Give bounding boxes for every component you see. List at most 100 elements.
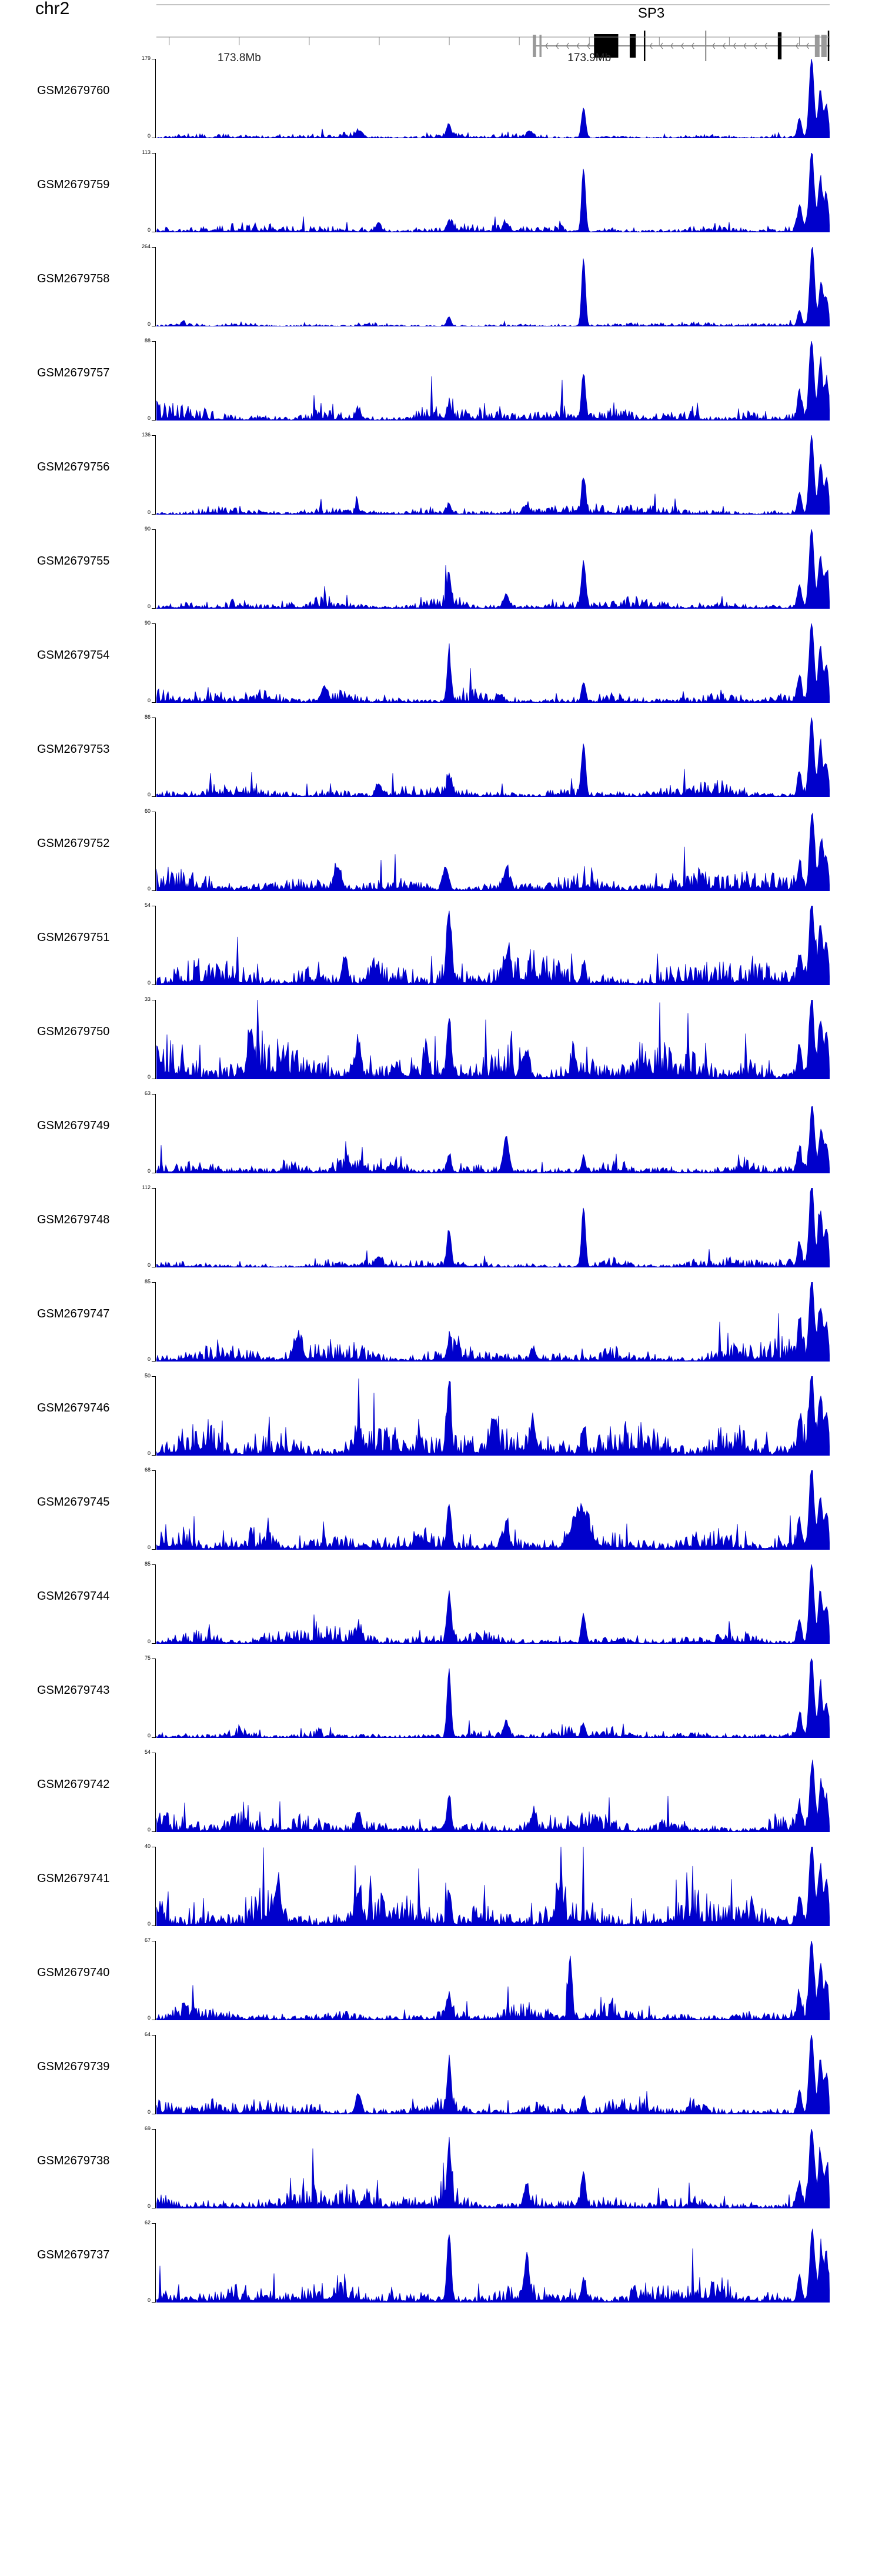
- coverage-plot: [156, 906, 830, 985]
- yaxis-max-label: 264: [141, 243, 151, 249]
- signal-track-row: GSM2679743 75 0: [0, 1655, 882, 1753]
- gene-feature: [814, 35, 820, 57]
- coverage-plot: [156, 341, 830, 421]
- coverage-signal: [156, 2035, 830, 2114]
- gene-exon: [629, 34, 636, 58]
- yaxis-line: [152, 812, 156, 891]
- yaxis-max-label: 60: [144, 808, 151, 814]
- yaxis-zero-label: 0: [147, 509, 151, 515]
- sample-label: GSM2679760: [37, 84, 110, 97]
- gene-feature: [539, 35, 542, 57]
- signal-track-row: GSM2679750 33 0: [0, 996, 882, 1094]
- coverage-signal: [156, 2129, 830, 2208]
- coverage-signal: [156, 1470, 830, 1550]
- yaxis-max-label: 62: [144, 2220, 151, 2225]
- yaxis-line: [152, 1847, 156, 1926]
- yaxis-line: [152, 906, 156, 985]
- signal-track-row: GSM2679752 60 0: [0, 808, 882, 906]
- coverage-signal: [156, 435, 830, 515]
- yaxis-max-label: 85: [144, 1279, 151, 1284]
- coverage-plot: [156, 1847, 830, 1926]
- sample-label: GSM2679745: [37, 1496, 110, 1509]
- yaxis-zero-label: 0: [147, 1733, 151, 1739]
- yaxis-zero-label: 0: [147, 2297, 151, 2303]
- signal-track-row: GSM2679739 64 0: [0, 2031, 882, 2129]
- yaxis-line: [152, 2035, 156, 2114]
- coverage-signal: [156, 1941, 830, 2020]
- signal-track-row: GSM2679751 54 0: [0, 902, 882, 1000]
- yaxis-line: [152, 1564, 156, 1644]
- signal-track-row: GSM2679737 62 0: [0, 2220, 882, 2317]
- signal-track-row: GSM2679753 86 0: [0, 714, 882, 812]
- yaxis-max-label: 86: [144, 714, 151, 720]
- signal-track-row: GSM2679747 85 0: [0, 1279, 882, 1376]
- signal-track-row: GSM2679744 85 0: [0, 1561, 882, 1659]
- yaxis-max-label: 50: [144, 1373, 151, 1379]
- yaxis-zero-label: 0: [147, 2015, 151, 2021]
- yaxis-zero-label: 0: [147, 1074, 151, 1080]
- sample-label: GSM2679737: [37, 2248, 110, 2261]
- coverage-plot: [156, 59, 830, 138]
- yaxis-line: [152, 718, 156, 797]
- signal-track-row: GSM2679746 50 0: [0, 1373, 882, 1470]
- yaxis-max-label: 88: [144, 338, 151, 343]
- yaxis-zero-label: 0: [147, 1639, 151, 1644]
- yaxis-max-label: 90: [144, 526, 151, 532]
- yaxis-zero-label: 0: [147, 1921, 151, 1927]
- sample-label: GSM2679752: [37, 837, 110, 850]
- coverage-signal: [156, 1188, 830, 1267]
- yaxis-line: [152, 1282, 156, 1362]
- ruler-tick-label: 173.9Mb: [567, 52, 611, 64]
- yaxis-line: [152, 1188, 156, 1267]
- sample-label: GSM2679753: [37, 743, 110, 756]
- yaxis-line: [152, 59, 156, 138]
- yaxis-line: [152, 1376, 156, 1456]
- coverage-plot: [156, 1759, 830, 1832]
- coverage-plot: [156, 623, 830, 703]
- yaxis-zero-label: 0: [147, 792, 151, 798]
- yaxis-zero-label: 0: [147, 886, 151, 892]
- coverage-signal: [156, 247, 830, 326]
- signal-track-row: GSM2679748 112 0: [0, 1184, 882, 1282]
- sample-label: GSM2679758: [37, 272, 110, 285]
- signal-track-row: GSM2679760 179 0: [0, 55, 882, 153]
- sample-label: GSM2679748: [37, 1213, 110, 1226]
- coverage-signal: [156, 1759, 830, 1832]
- coverage-plot: [156, 718, 830, 797]
- yaxis-zero-label: 0: [147, 698, 151, 703]
- yaxis-line: [152, 1470, 156, 1550]
- coverage-plot: [156, 153, 830, 232]
- coverage-plot: [156, 2129, 830, 2208]
- gene-label: SP3: [638, 5, 664, 21]
- gene-feature: [827, 31, 830, 61]
- yaxis-max-label: 90: [144, 620, 151, 626]
- sample-label: GSM2679741: [37, 1872, 110, 1885]
- coverage-plot: [156, 812, 830, 891]
- yaxis-line: [152, 435, 156, 515]
- sample-label: GSM2679739: [37, 2060, 110, 2073]
- yaxis-max-label: 113: [142, 149, 151, 155]
- sample-label: GSM2679744: [37, 1590, 110, 1603]
- coverage-signal: [156, 153, 830, 232]
- yaxis-line: [152, 1941, 156, 2020]
- strand-direction-arrows: [545, 42, 809, 49]
- sample-label: GSM2679743: [37, 1684, 110, 1697]
- signal-track-row: GSM2679742 54 0: [0, 1749, 882, 1847]
- yaxis-max-label: 54: [144, 1749, 151, 1755]
- signal-track-row: GSM2679758 264 0: [0, 243, 882, 341]
- coverage-signal: [156, 812, 830, 891]
- sample-label: GSM2679757: [37, 366, 110, 379]
- sample-label: GSM2679751: [37, 931, 110, 944]
- yaxis-line: [152, 1659, 156, 1738]
- coverage-signal: [156, 1847, 830, 1926]
- gene-exon: [594, 34, 619, 58]
- coverage-signal: [156, 1659, 830, 1738]
- yaxis-line: [152, 1753, 156, 1832]
- sample-label: GSM2679740: [37, 1966, 110, 1979]
- yaxis-zero-label: 0: [147, 133, 151, 139]
- yaxis-max-label: 40: [144, 1843, 151, 1849]
- yaxis-zero-label: 0: [147, 321, 151, 327]
- coverage-signal: [156, 529, 830, 609]
- coverage-signal: [156, 906, 830, 985]
- gene-exon: [777, 32, 782, 59]
